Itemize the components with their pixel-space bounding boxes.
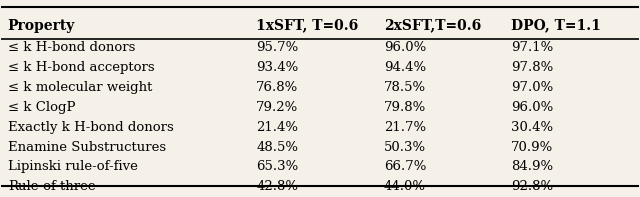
Text: 70.9%: 70.9% [511,140,554,153]
Text: 42.8%: 42.8% [256,180,298,193]
Text: 96.0%: 96.0% [384,41,426,54]
Text: Exactly k H-bond donors: Exactly k H-bond donors [8,121,173,134]
Text: 21.4%: 21.4% [256,121,298,134]
Text: 66.7%: 66.7% [384,160,426,173]
Text: Lipinski rule-of-five: Lipinski rule-of-five [8,160,138,173]
Text: 95.7%: 95.7% [256,41,298,54]
Text: ≤ k H-bond acceptors: ≤ k H-bond acceptors [8,61,154,74]
Text: Enamine Substructures: Enamine Substructures [8,140,166,153]
Text: 48.5%: 48.5% [256,140,298,153]
Text: 76.8%: 76.8% [256,81,298,94]
Text: 96.0%: 96.0% [511,101,554,114]
Text: 30.4%: 30.4% [511,121,554,134]
Text: DPO, T=1.1: DPO, T=1.1 [511,19,601,33]
Text: 79.8%: 79.8% [384,101,426,114]
Text: 97.1%: 97.1% [511,41,554,54]
Text: 79.2%: 79.2% [256,101,298,114]
Text: 94.4%: 94.4% [384,61,426,74]
Text: ≤ k H-bond donors: ≤ k H-bond donors [8,41,135,54]
Text: Property: Property [8,19,75,33]
Text: 44.0%: 44.0% [384,180,426,193]
Text: 78.5%: 78.5% [384,81,426,94]
Text: 84.9%: 84.9% [511,160,554,173]
Text: ≤ k molecular weight: ≤ k molecular weight [8,81,152,94]
Text: 92.8%: 92.8% [511,180,554,193]
Text: 21.7%: 21.7% [384,121,426,134]
Text: 97.8%: 97.8% [511,61,554,74]
Text: 65.3%: 65.3% [256,160,298,173]
Text: 1xSFT, T=0.6: 1xSFT, T=0.6 [256,19,358,33]
Text: 2xSFT,T=0.6: 2xSFT,T=0.6 [384,19,481,33]
Text: 93.4%: 93.4% [256,61,298,74]
Text: 50.3%: 50.3% [384,140,426,153]
Text: Rule-of-three: Rule-of-three [8,180,95,193]
Text: 97.0%: 97.0% [511,81,554,94]
Text: ≤ k ClogP: ≤ k ClogP [8,101,76,114]
